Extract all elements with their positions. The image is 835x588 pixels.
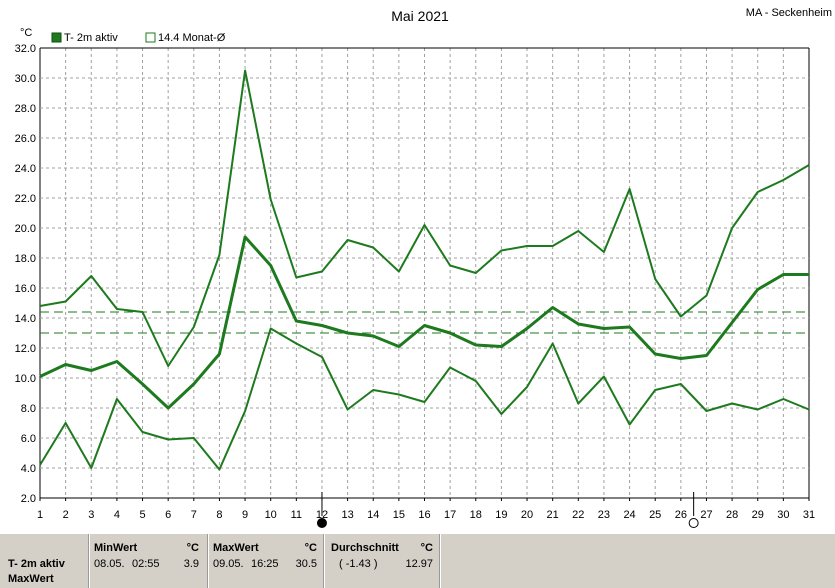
- series-line-mean: [39, 235, 809, 410]
- footer-separator: [439, 534, 441, 588]
- x-axis-labels: 1 2 3 4 5 6 7 8 9 10 11 12 13 14 15 16 17 18 19 20 21 22 23 24 2…: [37, 498, 815, 521]
- x-tick-label: 11: [291, 509, 302, 521]
- x-tick-label: 25: [649, 509, 661, 521]
- x-tick-label: 5: [139, 509, 145, 521]
- x-tick-label: 7: [191, 509, 197, 521]
- y-tick-label: 32.0: [15, 43, 36, 55]
- legend-swatch-outline: [145, 32, 156, 43]
- x-tick-label: 26: [675, 509, 687, 521]
- y-tick-label: 26.0: [15, 133, 36, 145]
- series-lines: [39, 69, 810, 471]
- x-tick-label: 18: [470, 509, 482, 521]
- min-value: 3.9: [183, 558, 199, 570]
- y-axis-unit: °C: [20, 27, 32, 39]
- footer-separator: [88, 534, 90, 588]
- y-tick-label: 30.0: [15, 73, 36, 85]
- x-tick-label: 13: [341, 509, 353, 521]
- footer-series-label: T- 2m aktiv: [8, 558, 65, 570]
- footer-min-box: MinWert °C 08.05. 02:55 3.9: [90, 534, 207, 588]
- y-tick-label: 16.0: [15, 283, 36, 295]
- x-tick-label: 27: [700, 509, 712, 521]
- min-date: 08.05.: [94, 558, 125, 570]
- avg-unit: °C: [420, 542, 433, 554]
- x-tick-label: 16: [418, 509, 430, 521]
- legend-label-average: 14.4 Monat-Ø: [158, 32, 226, 44]
- y-tick-label: 14.0: [15, 313, 36, 325]
- footer-row-label: MaxWert: [8, 573, 54, 585]
- avg-value: 12.97: [405, 558, 433, 570]
- station-label: MA - Seckenheim: [746, 7, 832, 19]
- x-tick-label: 30: [777, 509, 789, 521]
- reference-lines: [40, 311, 809, 334]
- x-tick-label: 29: [752, 509, 764, 521]
- footer-row-labels: T- 2m aktiv MaxWert: [0, 534, 88, 588]
- legend: T- 2m aktiv 14.4 Monat-Ø: [51, 32, 226, 44]
- x-tick-label: 9: [242, 509, 248, 521]
- new-moon-icon: [316, 518, 327, 528]
- min-time: 02:55: [132, 558, 160, 570]
- footer-average-box: Durchschnitt °C ( -1.43 ) 12.97: [325, 534, 439, 588]
- y-tick-label: 10.0: [15, 373, 36, 385]
- x-tick-label: 20: [521, 509, 533, 521]
- footer-separator: [207, 534, 209, 588]
- x-tick-label: 4: [114, 509, 120, 521]
- max-value: 30.5: [295, 558, 317, 570]
- y-tick-label: 12.0: [15, 343, 36, 355]
- x-tick-label: 24: [623, 509, 635, 521]
- footer-separator: [323, 534, 325, 588]
- y-tick-label: 18.0: [15, 253, 36, 265]
- avg-deviation: ( -1.43 ): [339, 558, 378, 570]
- x-tick-label: 17: [444, 509, 456, 521]
- min-unit: °C: [186, 542, 199, 554]
- y-tick-label: 28.0: [15, 103, 36, 115]
- moon-markers: [316, 492, 699, 528]
- grid: [39, 47, 810, 499]
- y-tick-label: 6.0: [21, 433, 36, 445]
- y-tick-label: 4.0: [21, 463, 36, 475]
- x-tick-label: 28: [726, 509, 738, 521]
- x-tick-label: 1: [37, 509, 43, 521]
- x-tick-label: 22: [572, 509, 584, 521]
- footer-max-box: MaxWert °C 09.05. 16:25 30.5: [209, 534, 323, 588]
- x-tick-label: 8: [216, 509, 222, 521]
- x-tick-label: 6: [165, 509, 171, 521]
- legend-swatch-filled: [51, 32, 62, 43]
- x-tick-label: 19: [495, 509, 507, 521]
- max-unit: °C: [304, 542, 317, 554]
- y-tick-label: 2.0: [21, 493, 36, 505]
- x-tick-label: 10: [265, 509, 277, 521]
- full-moon-icon: [688, 518, 699, 528]
- temperature-chart: Mai 2021 MA - Seckenheim °C T- 2m aktiv …: [15, 7, 832, 528]
- avg-title: Durchschnitt: [331, 542, 399, 554]
- min-title: MinWert: [94, 542, 138, 554]
- x-tick-label: 21: [547, 509, 559, 521]
- max-date: 09.05.: [213, 558, 244, 570]
- legend-label-series: T- 2m aktiv: [64, 32, 118, 44]
- x-tick-label: 3: [88, 509, 94, 521]
- x-tick-label: 23: [598, 509, 610, 521]
- y-tick-label: 8.0: [21, 403, 36, 415]
- chart-title: Mai 2021: [391, 8, 449, 24]
- statistics-footer: T- 2m aktiv MaxWert MinWert °C 08.05. 02…: [0, 534, 835, 588]
- x-tick-label: 2: [63, 509, 69, 521]
- max-time: 16:25: [251, 558, 279, 570]
- max-title: MaxWert: [213, 542, 259, 554]
- x-tick-label: 31: [803, 509, 815, 521]
- y-tick-label: 20.0: [15, 223, 36, 235]
- y-tick-label: 22.0: [15, 193, 36, 205]
- y-axis-labels: 2.0 4.0 6.0 8.0 10.0 12.0 14.0 16.0 18.0 20.0 22.0…: [15, 43, 36, 505]
- y-tick-label: 24.0: [15, 163, 36, 175]
- x-tick-label: 14: [367, 509, 379, 521]
- x-tick-label: 15: [393, 509, 405, 521]
